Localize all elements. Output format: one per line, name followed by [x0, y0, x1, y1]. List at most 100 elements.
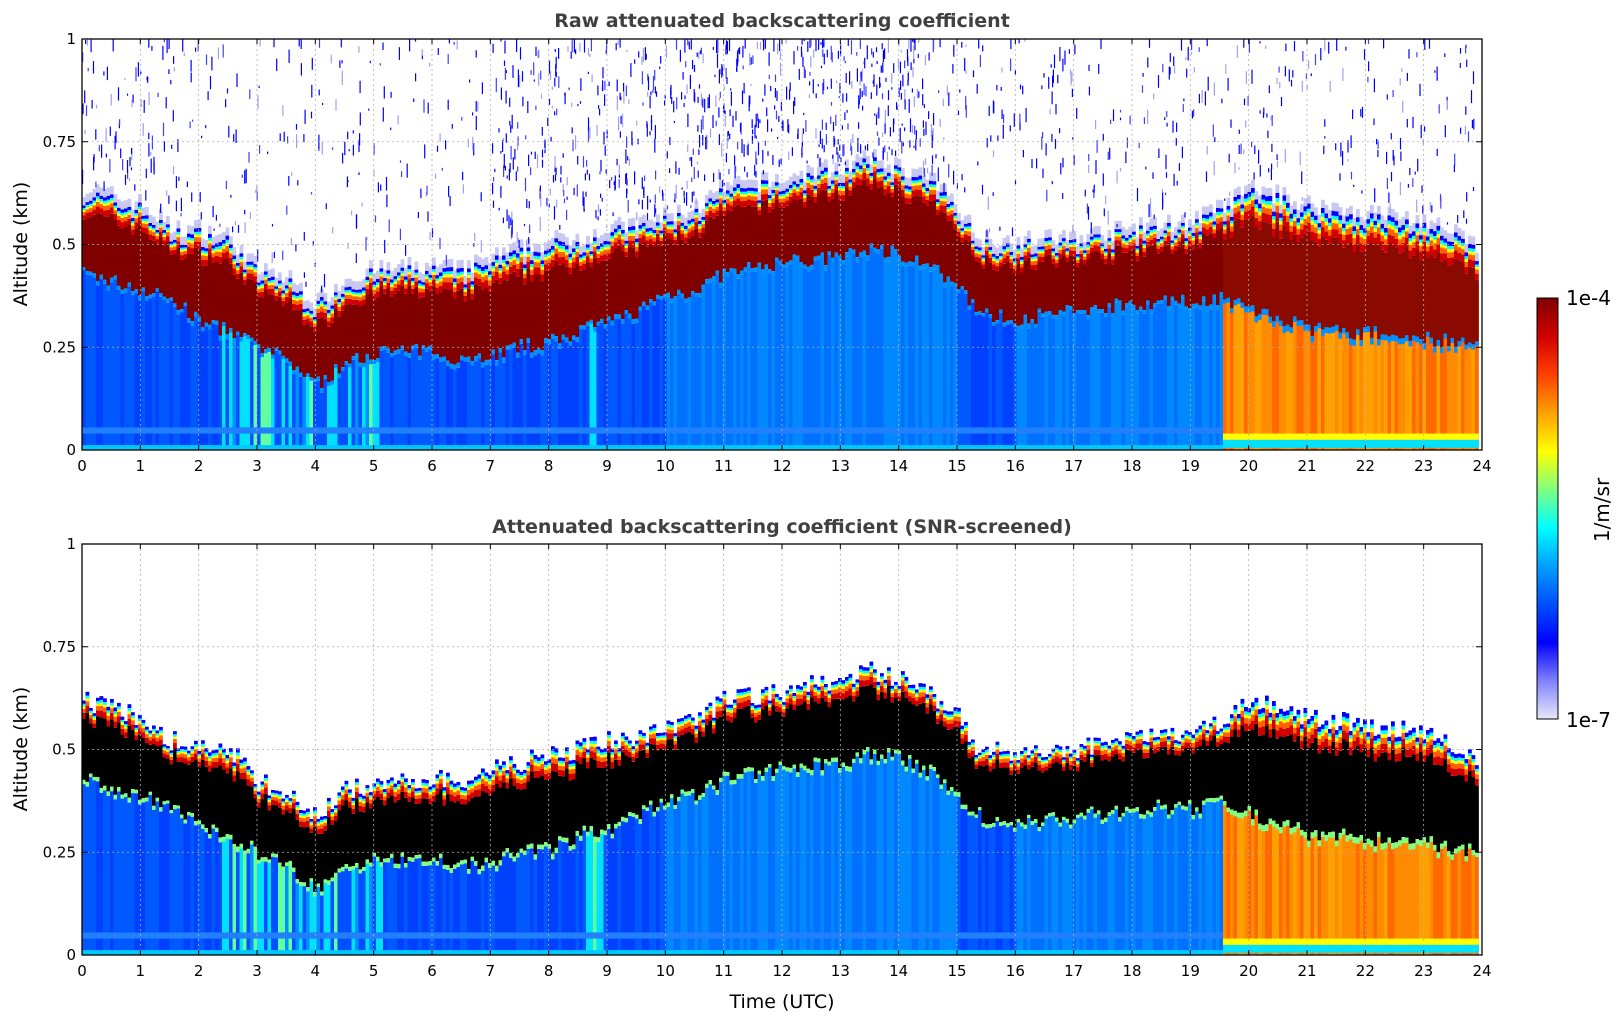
heatmap-cell	[327, 313, 331, 316]
heatmap-cell	[792, 258, 797, 450]
heatmap-cell	[390, 284, 394, 288]
heatmap-cell	[869, 172, 874, 176]
heatmap-cell	[547, 427, 552, 434]
heatmap-cell	[421, 284, 426, 287]
heatmap-cell	[771, 208, 776, 272]
heatmap-cell	[512, 254, 517, 258]
heatmap-cell	[1100, 258, 1105, 310]
heatmap-cell	[383, 288, 387, 294]
heatmap-cell	[778, 264, 783, 450]
heatmap-cell	[488, 291, 492, 360]
heatmap-cell	[169, 233, 174, 242]
heatmap-cell	[733, 193, 737, 196]
heatmap-cell	[778, 198, 783, 203]
heatmap-cell	[1227, 77, 1229, 91]
heatmap-cell	[1468, 433, 1472, 440]
heatmap-cell	[736, 445, 741, 450]
heatmap-cell	[631, 217, 636, 227]
heatmap-cell	[1300, 439, 1304, 448]
heatmap-cell	[243, 276, 247, 280]
heatmap-cell	[1041, 262, 1045, 314]
heatmap-cell	[793, 101, 795, 115]
heatmap-cell	[992, 192, 994, 196]
heatmap-cell	[960, 220, 965, 229]
heatmap-cell	[334, 299, 338, 304]
heatmap-cell	[1167, 236, 1171, 243]
heatmap-cell	[582, 156, 585, 168]
heatmap-cell	[442, 356, 447, 361]
heatmap-cell	[1296, 326, 1301, 450]
heatmap-cell	[439, 292, 443, 358]
heatmap-cell	[1048, 311, 1052, 315]
heatmap-cell	[649, 219, 653, 228]
heatmap-cell	[1163, 245, 1168, 296]
heatmap-cell	[1072, 445, 1077, 450]
heatmap-cell	[827, 445, 832, 450]
heatmap-cell	[768, 427, 772, 434]
heatmap-cell	[1209, 445, 1213, 450]
heatmap-cell	[572, 427, 576, 434]
heatmap-cell	[1335, 219, 1339, 224]
heatmap-cell	[369, 359, 373, 365]
heatmap-cell	[421, 427, 426, 434]
heatmap-cell	[533, 258, 538, 262]
heatmap-cell	[355, 296, 359, 300]
heatmap-cell	[680, 234, 685, 240]
heatmap-cell	[1275, 205, 1280, 213]
heatmap-cell	[453, 282, 457, 285]
heatmap-cell	[414, 272, 419, 276]
heatmap-cell	[1286, 231, 1290, 325]
heatmap-cell	[1160, 251, 1164, 301]
heatmap-cell	[561, 251, 566, 257]
heatmap-cell	[687, 220, 692, 224]
heatmap-cell	[117, 199, 121, 208]
heatmap-cell	[544, 242, 548, 251]
heatmap-cell	[850, 138, 852, 150]
heatmap-cell	[1370, 439, 1374, 448]
heatmap-cell	[936, 206, 940, 210]
heatmap-cell	[656, 294, 660, 299]
heatmap-cell	[946, 209, 951, 212]
heatmap-cell	[974, 312, 979, 316]
heatmap-cell	[1013, 265, 1017, 269]
heatmap-cell	[288, 366, 293, 450]
heatmap-cell	[635, 244, 639, 247]
heatmap-cell	[890, 245, 895, 249]
heatmap-cell	[918, 196, 923, 266]
heatmap-cell	[1177, 427, 1182, 434]
heatmap-cell	[659, 235, 664, 238]
heatmap-cell	[1111, 252, 1115, 255]
heatmap-cell	[1352, 433, 1357, 440]
heatmap-cell	[992, 256, 996, 259]
heatmap-cell	[467, 268, 471, 273]
heatmap-cell	[274, 445, 279, 450]
heatmap-cell	[488, 285, 492, 292]
heatmap-cell	[1002, 254, 1007, 259]
heatmap-cell	[729, 427, 734, 434]
panel-title: Raw attenuated backscattering coefficien…	[554, 10, 1010, 32]
heatmap-cell	[295, 304, 300, 311]
heatmap-cell	[421, 286, 426, 289]
heatmap-cell	[729, 193, 734, 197]
heatmap-cell	[1135, 445, 1140, 450]
heatmap-cell	[244, 170, 246, 184]
heatmap-cell	[985, 255, 989, 309]
heatmap-cell	[418, 359, 422, 450]
heatmap-cell	[883, 179, 888, 183]
heatmap-cell	[981, 427, 986, 434]
heatmap-cell	[964, 445, 968, 450]
heatmap-cell	[1433, 231, 1437, 236]
heatmap-cell	[575, 49, 577, 55]
heatmap-cell	[327, 321, 331, 327]
heatmap-cell	[803, 264, 807, 269]
heatmap-cell	[516, 245, 520, 254]
heatmap-cell	[971, 299, 975, 303]
heatmap-cell	[1461, 439, 1465, 448]
heatmap-cell	[404, 284, 408, 289]
heatmap-cell	[267, 151, 269, 155]
heatmap-cell	[845, 181, 849, 188]
heatmap-cell	[372, 281, 377, 285]
heatmap-cell	[859, 427, 863, 434]
heatmap-cell	[208, 445, 212, 450]
heatmap-cell	[813, 177, 818, 186]
